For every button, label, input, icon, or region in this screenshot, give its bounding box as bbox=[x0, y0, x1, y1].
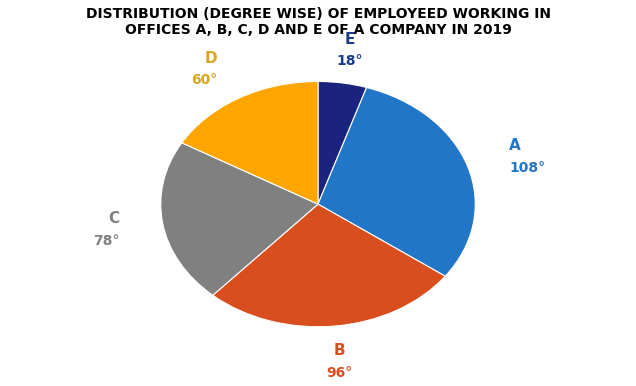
Text: E: E bbox=[344, 32, 355, 47]
Wedge shape bbox=[318, 88, 475, 276]
Wedge shape bbox=[161, 143, 318, 295]
Title: DISTRIBUTION (DEGREE WISE) OF EMPLOYEED WORKING IN
OFFICES A, B, C, D AND E OF A: DISTRIBUTION (DEGREE WISE) OF EMPLOYEED … bbox=[85, 7, 551, 37]
Text: 96°: 96° bbox=[326, 366, 352, 379]
Wedge shape bbox=[318, 81, 366, 204]
Text: 18°: 18° bbox=[336, 54, 363, 68]
Text: A: A bbox=[509, 138, 521, 153]
Text: 108°: 108° bbox=[509, 161, 546, 175]
Text: B: B bbox=[333, 343, 345, 358]
Text: D: D bbox=[205, 51, 218, 66]
Text: C: C bbox=[108, 212, 119, 226]
Text: 78°: 78° bbox=[93, 234, 119, 248]
Wedge shape bbox=[182, 81, 318, 204]
Wedge shape bbox=[213, 204, 445, 327]
Text: 60°: 60° bbox=[191, 73, 218, 88]
